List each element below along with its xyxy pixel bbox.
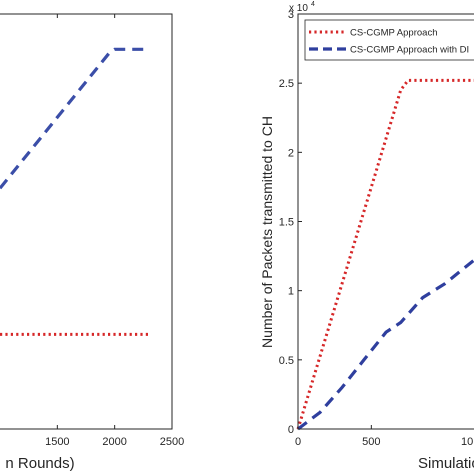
right-y-tick-label: 1.5	[279, 217, 294, 229]
right-series-line-1	[297, 258, 474, 431]
right-y-tick-label: 2.5	[279, 78, 294, 90]
left-x-tick-label: 1500	[45, 436, 69, 448]
right-y-tick-label: 3	[288, 9, 294, 21]
right-y-ticks: 0 0.5 1 1.5 2 2.5 3	[279, 9, 302, 436]
legend-label: CS-CGMP Approach	[350, 28, 437, 39]
right-y-exponent-base: x 10	[289, 3, 308, 14]
legend-label: CS-CGMP Approach with DI	[350, 45, 469, 56]
right-plot-area	[296, 78, 474, 431]
left-plot-area	[0, 47, 150, 336]
legend-box	[304, 19, 474, 61]
right-y-tick-label: 1	[288, 286, 294, 298]
right-y-axis-label: Number of Packets transmitted to CH	[259, 116, 275, 348]
left-chart-panel: 1500 2000 2500 n Rounds)	[0, 13, 184, 472]
left-x-tick-label: 2500	[160, 436, 184, 448]
right-x-tick-label: 500	[362, 436, 380, 448]
left-axes-frame	[0, 13, 173, 430]
right-x-tick-label: 0	[295, 436, 301, 448]
right-chart-panel: 0 0.5 1 1.5 2 2.5 3 0 500 10 x 10 4 Number of Pa…	[259, 1, 474, 472]
right-y-exponent-power: 4	[311, 1, 315, 8]
left-x-axis-label: n Rounds)	[5, 455, 74, 472]
left-x-tick-label: 2000	[102, 436, 126, 448]
right-x-axis-label: Simulatio	[418, 455, 474, 472]
right-x-tick-label-partial: 10	[461, 436, 473, 448]
right-legend: CS-CGMP Approach CS-CGMP Approach with DI	[304, 19, 474, 61]
left-x-ticks: 1500 2000 2500	[45, 14, 184, 448]
right-y-tick-label: 0	[288, 424, 294, 436]
right-y-tick-label: 0.5	[279, 355, 294, 367]
right-x-ticks: 0 500 10	[295, 425, 473, 448]
right-y-tick-label: 2	[288, 147, 294, 159]
